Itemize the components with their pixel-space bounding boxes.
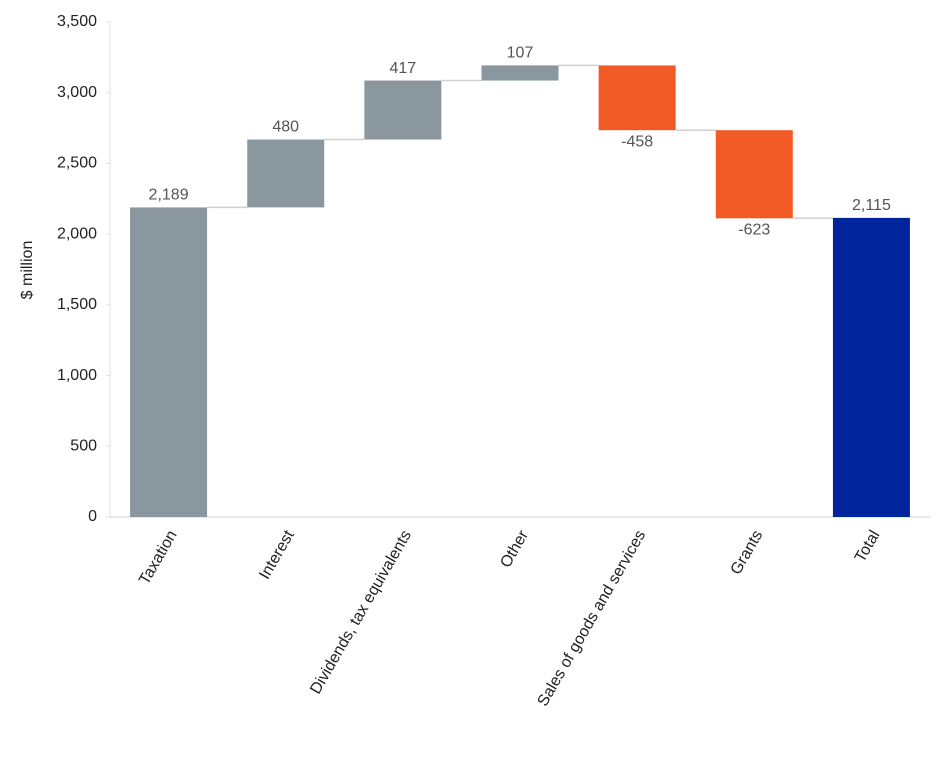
value-label: -623 — [738, 222, 770, 239]
bar — [130, 207, 208, 518]
x-tick-label: Taxation — [136, 528, 181, 588]
value-label: 2,115 — [852, 197, 891, 214]
value-label: 480 — [272, 119, 299, 136]
value-label: -458 — [621, 133, 653, 150]
bar — [364, 80, 442, 140]
y-tick-label: 1,000 — [57, 367, 97, 384]
bar — [481, 65, 559, 81]
y-tick-label: 3,500 — [57, 13, 97, 30]
y-axis-title: $ million — [19, 241, 36, 300]
x-tick-label: Grants — [728, 528, 767, 578]
y-tick-label: 3,000 — [57, 84, 97, 101]
value-label: 107 — [507, 45, 534, 62]
bar — [832, 217, 910, 517]
x-tick-label: Sales of goods and services — [534, 528, 649, 710]
value-label: 2,189 — [149, 187, 189, 204]
bar — [247, 139, 325, 208]
y-tick-label: 2,000 — [57, 225, 97, 242]
x-tick-label: Other — [497, 527, 532, 571]
x-tick-label: Total — [852, 528, 884, 566]
bar — [715, 130, 793, 219]
y-tick-label: 500 — [70, 438, 97, 455]
bar — [598, 65, 676, 131]
value-label: 417 — [390, 60, 417, 77]
y-tick-label: 1,500 — [57, 296, 97, 313]
y-tick-label: 0 — [88, 508, 97, 525]
y-tick-label: 2,500 — [57, 155, 97, 172]
x-tick-label: Dividends, tax equivalents — [307, 528, 415, 697]
x-tick-label: Interest — [256, 527, 298, 582]
